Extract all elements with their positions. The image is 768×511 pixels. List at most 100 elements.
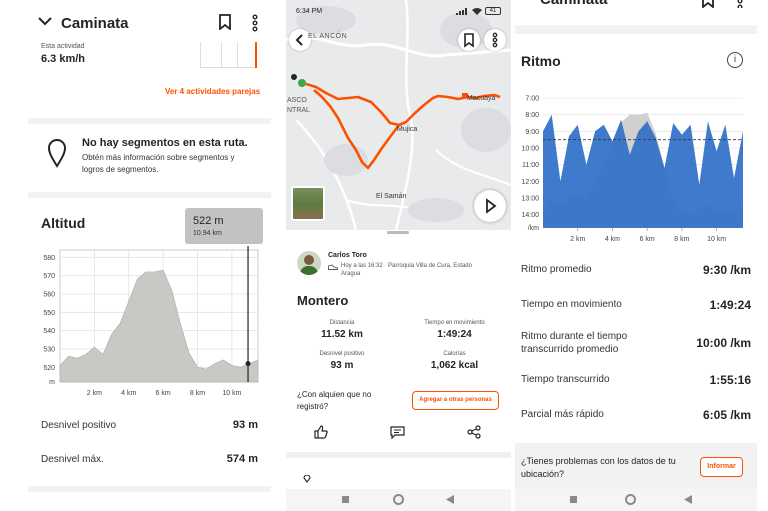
companion-question-line1: ¿Con alquien que no [297,390,372,399]
home-icon[interactable] [393,494,404,505]
back-nav-icon[interactable] [684,495,692,504]
chevron-down-icon[interactable] [38,16,52,26]
segments-desc-line2[interactable]: logros de segmentos. [82,165,159,174]
elevation-area [59,269,259,383]
route-map[interactable]: 6:34 PM 41 EL ANCÓN ASCO [286,0,511,230]
stat-label: Distancia [329,320,355,326]
row-label-line2: transcurrido promedio [521,344,619,355]
map-label-asco: ASCO [287,97,307,104]
stat-label: Calorías [443,351,466,357]
max-elevation-value: 574 m [226,453,258,465]
y-tick-label: 570 [43,273,55,280]
y-tick-label: 11:00 [522,162,539,169]
stat-calories: Calorías 1,062 kcal [398,351,511,371]
row-value: 1:49:24 [709,298,751,312]
segments-desc-line1[interactable]: Obtén más información sobre segmentos y [82,153,235,162]
recent-apps-icon[interactable] [570,496,577,503]
stat-row-fastest-split: Parcial más rápido 6:05 /km [521,408,751,429]
share-icon[interactable] [467,425,481,439]
back-nav-icon[interactable] [446,495,454,504]
bookmark-icon[interactable] [702,0,714,8]
pace-chart[interactable]: 7:00 8:00 9:00 10:00 11:00 12:00 13:00 14:00/km… [515,86,757,248]
like-icon[interactable] [314,425,328,439]
row-label: Tiempo en movimiento [521,299,622,310]
activity-title: Montero [297,293,349,308]
y-tick-label: 560 [43,292,55,299]
stat-row-avg-pace: Ritmo promedio 9:30 /km [521,263,751,284]
current-activity-marker [255,42,257,68]
header-remnant: Caminata [515,0,757,8]
y-tick-label: 550 [43,310,55,317]
stat-label: Desnivel positivo [319,351,365,357]
segments-section: No hay segmentos en esta ruta. Obtén más… [28,124,271,192]
tooltip-sub: 10.94 km [193,230,222,237]
report-button[interactable]: Informar [700,457,743,477]
activity-photo-thumbnail[interactable] [291,186,325,221]
x-tick-label: 6 km [640,236,655,243]
more-options-icon[interactable] [737,0,743,8]
battery-level: 41 [489,8,497,14]
stat-elevation-gain: Desnivel positivo 93 m [286,351,398,371]
avatar[interactable] [297,251,321,275]
x-tick-label: 8 km [674,236,689,243]
home-icon[interactable] [625,494,636,505]
comment-icon[interactable] [390,426,405,439]
status-bar: 6:34 PM 41 [286,0,511,22]
problem-question-line2: ubicación? [521,469,565,479]
activity-details-panel: Caminata Esta actividad 6.3 km/h Ver 4 a… [28,0,271,511]
map-label-ntral: NTRAL [287,107,310,114]
row-value: 9:30 /km [702,263,751,277]
play-flyover-button[interactable] [474,190,506,222]
cursor-point [245,361,251,367]
row-label: Ritmo promedio [521,264,592,275]
bookmark-icon[interactable] [219,14,231,30]
stat-row-elapsed-time: Tiempo transcurrido 1:55:16 [521,373,751,394]
elevation-chart[interactable]: 580 570 560 550 540 530 520 m 2 km 4 km 6 km 8 km 10… [28,246,271,402]
stat-row-moving-time: Tiempo en movimiento 1:49:24 [521,298,751,319]
x-tick-label: 10 km [222,390,241,397]
x-tick-label: 4 km [121,390,136,397]
altitude-section: Altitud 522 m 10.94 km 580 570 560 550 540 53… [28,198,271,486]
location-icon [302,475,312,483]
similar-activities-link[interactable]: Ver 4 actividades parejas [165,87,261,96]
map-more-button[interactable] [484,29,506,51]
row-label: Parcial más rápido [521,409,604,420]
location-problem-banner: ¿Tienes problemas con los datos de tu ub… [515,443,757,489]
back-button[interactable] [289,29,311,51]
x-tick-label: 2 km [87,390,102,397]
divider [286,452,511,458]
companion-question-line2: registró? [297,402,329,411]
y-unit-label: /km [528,225,539,232]
stat-value: 1:49:24 [437,329,472,340]
drag-handle[interactable] [387,231,409,234]
y-tick-label: 8:00 [525,112,539,119]
y-tick-label: 520 [43,365,55,372]
stat-row-elapsed-avg-pace: Ritmo durante el tiempo transcurrido pro… [521,331,751,361]
map-canvas [286,0,511,230]
map-bookmark-button[interactable] [458,29,480,51]
y-tick-label: 580 [43,255,55,262]
add-others-button[interactable]: Agregar a otras personas [412,391,499,410]
x-tick-label: 10 km [707,236,726,243]
elevation-tooltip: 522 m 10.94 km [185,208,263,244]
y-tick-label: 9:00 [525,129,539,136]
speed-value: 6.3 km/h [41,53,86,65]
athlete-meta-line1: Hoy a las 16:32 · Parroquia Villa de Cur… [341,263,472,269]
row-label: Tiempo transcurrido [521,374,610,385]
pace-panel: Caminata Ritmo i 7:00 8:00 9:00 10:00 11:00 1… [515,0,757,511]
recent-apps-icon[interactable] [342,496,349,503]
athlete-meta-line2: Aragua [341,271,361,277]
athlete-name[interactable]: Carlos Toro [328,252,367,259]
status-time: 6:34 PM [296,8,323,15]
more-options-icon[interactable] [252,14,258,32]
header-section: Caminata Esta actividad 6.3 km/h Ver 4 a… [28,0,271,118]
map-label-macuaya: Macuaya [467,95,496,102]
x-tick-label: 6 km [156,390,171,397]
y-tick-label: 10:00 [521,146,539,153]
problem-question-line1: ¿Tienes problemas con los datos de tu [521,456,676,466]
y-tick-label: 12:00 [521,179,539,186]
row-value: 6:05 /km [702,408,751,422]
x-tick-label: 4 km [605,236,620,243]
map-label-mujica: Mujica [397,126,418,133]
info-icon[interactable]: i [727,52,743,68]
